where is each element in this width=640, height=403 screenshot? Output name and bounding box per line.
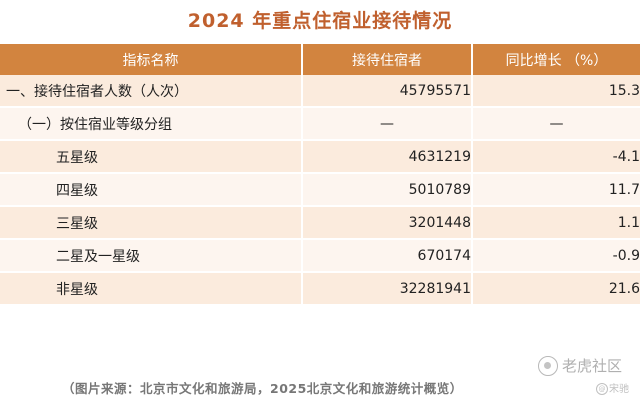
accommodation-table: 指标名称 接待住宿者 同比增长 （%） 一、接待住宿者人数（人次） 457955… <box>0 44 640 306</box>
guest-count: 3201448 <box>302 206 473 240</box>
guest-count: 45795571 <box>302 75 473 108</box>
page-title: 2024 年重点住宿业接待情况 <box>187 10 453 32</box>
guest-count: — <box>302 107 473 141</box>
tiger-paw-icon <box>538 355 558 376</box>
column-header-growth: 同比增长 （%） <box>472 44 640 75</box>
table-row: 五星级 4631219 -4.1 <box>0 140 640 174</box>
table-header-row: 指标名称 接待住宿者 同比增长 （%） <box>0 44 640 75</box>
community-watermark: 老虎社区 <box>538 355 622 376</box>
growth-rate: — <box>472 107 640 141</box>
indicator-name: （一）按住宿业等级分组 <box>0 107 303 141</box>
indicator-name: 四星级 <box>0 173 303 207</box>
indicator-name: 五星级 <box>0 140 303 174</box>
indicator-name: 非星级 <box>0 272 303 306</box>
indicator-name: 一、接待住宿者人数（人次） <box>0 75 303 108</box>
table-row: 三星级 3201448 1.1 <box>0 206 640 240</box>
indicator-name: 三星级 <box>0 206 303 240</box>
author-credit: @ 宋驰 <box>596 380 629 395</box>
guest-count: 32281941 <box>302 272 473 306</box>
at-icon: @ <box>596 383 608 395</box>
table-row: （一）按住宿业等级分组 — — <box>0 107 640 141</box>
image-source-caption: （图片来源：北京市文化和旅游局，2025北京文化和旅游统计概览） <box>62 381 463 396</box>
guest-count: 5010789 <box>302 173 473 207</box>
growth-rate: 11.7 <box>472 173 640 207</box>
growth-rate: -4.1 <box>472 140 640 174</box>
growth-rate: 15.3 <box>472 75 640 108</box>
growth-rate: 1.1 <box>472 206 640 240</box>
watermark-text: 老虎社区 <box>562 357 623 375</box>
growth-rate: -0.9 <box>472 239 640 273</box>
growth-rate: 21.6 <box>472 272 640 306</box>
column-header-guests: 接待住宿者 <box>302 44 473 75</box>
table-row: 非星级 32281941 21.6 <box>0 272 640 306</box>
table-row: 一、接待住宿者人数（人次） 45795571 15.3 <box>0 75 640 108</box>
guest-count: 4631219 <box>302 140 473 174</box>
table-row: 四星级 5010789 11.7 <box>0 173 640 207</box>
column-header-indicator: 指标名称 <box>0 44 303 75</box>
author-name: 宋驰 <box>609 384 629 395</box>
indicator-name: 二星及一星级 <box>0 239 303 273</box>
table-row: 二星及一星级 670174 -0.9 <box>0 239 640 273</box>
guest-count: 670174 <box>302 239 473 273</box>
